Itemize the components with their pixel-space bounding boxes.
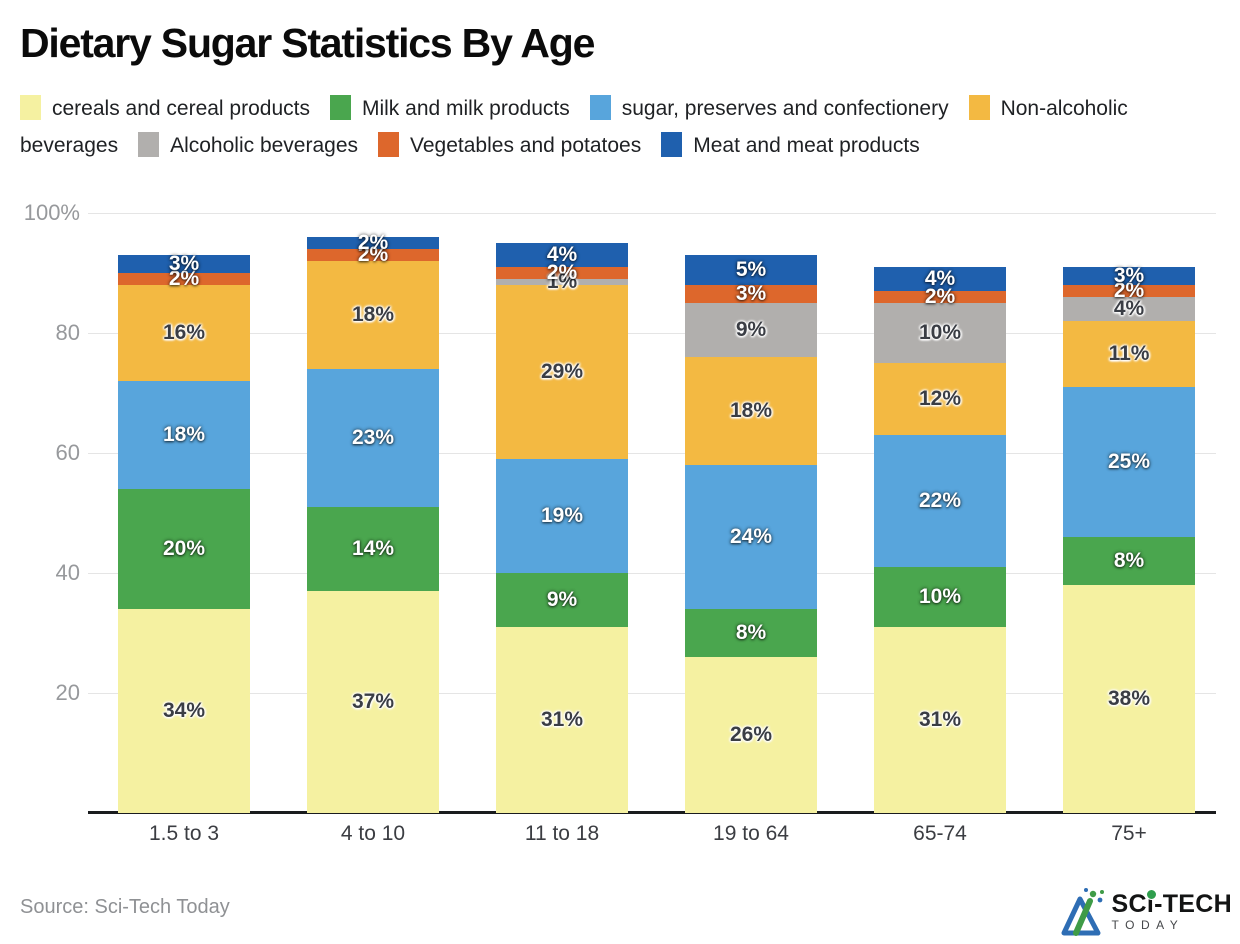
scitech-logo: SCi -TECH TODAY bbox=[1061, 886, 1232, 936]
legend-label: Meat and meat products bbox=[693, 134, 920, 157]
x-axis-category-label: 1.5 to 3 bbox=[148, 822, 220, 845]
legend-item: sugar, preserves and confectionery bbox=[589, 95, 949, 120]
legend: cereals and cereal products Milk and milk… bbox=[20, 90, 1224, 164]
legend-item: Vegetables and potatoes bbox=[378, 132, 642, 157]
bar-segment bbox=[496, 243, 628, 267]
flask-icon bbox=[1061, 888, 1104, 936]
legend-item: cereals and cereal products bbox=[20, 95, 310, 120]
legend-swatch-icon bbox=[661, 132, 683, 157]
bar-segment bbox=[685, 465, 817, 609]
logo-check-icon bbox=[1145, 888, 1157, 900]
bar-segment bbox=[496, 285, 628, 459]
y-axis-tick-label: 80 bbox=[55, 320, 80, 345]
legend-swatch-icon bbox=[20, 95, 41, 120]
gridline bbox=[88, 333, 1216, 334]
bar-segment bbox=[685, 609, 817, 657]
bar-segment bbox=[685, 357, 817, 465]
y-axis-tick-label: 40 bbox=[55, 560, 80, 585]
bar-segment bbox=[496, 459, 628, 573]
legend-item: Non-alcoholic beverages bbox=[20, 95, 1128, 157]
y-axis-tick-label: 20 bbox=[55, 680, 80, 705]
legend-item: Alcoholic beverages bbox=[138, 132, 359, 157]
bar-segment bbox=[874, 363, 1006, 435]
bar-segment bbox=[496, 279, 628, 285]
x-axis-category-label: 19 to 64 bbox=[713, 822, 789, 845]
bar-segment bbox=[496, 267, 628, 279]
bar-segment bbox=[118, 489, 250, 609]
bar-segment bbox=[1063, 267, 1195, 285]
bar-segment bbox=[118, 381, 250, 489]
bar-segment bbox=[685, 303, 817, 357]
bar-segment bbox=[1063, 297, 1195, 321]
bar-segment bbox=[874, 435, 1006, 567]
x-axis-category-label: 4 to 10 bbox=[340, 822, 406, 845]
x-axis-category-label: 65-74 bbox=[913, 822, 967, 845]
gridline bbox=[88, 693, 1216, 694]
bar-segment bbox=[307, 507, 439, 591]
gridline bbox=[88, 573, 1216, 574]
bar-segment bbox=[874, 303, 1006, 363]
legend-label: cereals and cereal products bbox=[52, 97, 310, 120]
gridline bbox=[88, 213, 1216, 214]
bar-segment bbox=[874, 627, 1006, 813]
x-axis-baseline bbox=[88, 811, 1216, 814]
y-axis-tick-label: 100% bbox=[23, 200, 80, 225]
bar-segment bbox=[118, 285, 250, 381]
bar-segment bbox=[1063, 537, 1195, 585]
bar-segment bbox=[496, 627, 628, 813]
legend-swatch-icon bbox=[378, 132, 400, 157]
logo-part-tech: -TECH bbox=[1154, 889, 1232, 918]
bar-segment bbox=[496, 573, 628, 627]
y-axis-tick-label: 60 bbox=[55, 440, 80, 465]
bar-segment bbox=[1063, 387, 1195, 537]
gridline bbox=[88, 453, 1216, 454]
bar-segment bbox=[874, 291, 1006, 303]
legend-swatch-icon bbox=[138, 132, 160, 157]
legend-label: Non-alcoholic beverages bbox=[20, 97, 1128, 157]
bar-segment bbox=[307, 261, 439, 369]
logo-wordmark: SCi -TECH bbox=[1111, 888, 1232, 918]
logo-part-sc: SC bbox=[1111, 889, 1147, 918]
bar-segment bbox=[307, 237, 439, 249]
bar-segment bbox=[307, 591, 439, 813]
bar-segment bbox=[118, 255, 250, 273]
bar-segment bbox=[307, 369, 439, 507]
logo-part-i: i bbox=[1146, 889, 1155, 918]
bar-segment bbox=[874, 567, 1006, 627]
bar-segment bbox=[118, 273, 250, 285]
legend-swatch-icon bbox=[329, 95, 351, 120]
legend-item: Meat and meat products bbox=[661, 132, 920, 157]
legend-item: Milk and milk products bbox=[329, 95, 570, 120]
bar-segment bbox=[685, 255, 817, 285]
legend-swatch-icon bbox=[589, 95, 611, 120]
chart-title: Dietary Sugar Statistics By Age bbox=[20, 20, 595, 66]
legend-label: Milk and milk products bbox=[361, 97, 570, 120]
logo-text: SCi -TECH TODAY bbox=[1111, 888, 1232, 932]
bar-segment bbox=[874, 267, 1006, 291]
bar-segment bbox=[1063, 321, 1195, 387]
bar-segment bbox=[118, 609, 250, 813]
x-axis-category-label: 11 to 18 bbox=[524, 822, 600, 845]
legend-label: Alcoholic beverages bbox=[170, 134, 359, 157]
legend-swatch-icon bbox=[968, 95, 990, 120]
bar-segment bbox=[685, 657, 817, 813]
legend-label: Vegetables and potatoes bbox=[410, 134, 642, 157]
x-axis-category-label: 75+ bbox=[1111, 822, 1147, 845]
bar-segment bbox=[307, 249, 439, 261]
logo-subtitle: TODAY bbox=[1111, 917, 1185, 932]
bar-segment bbox=[1063, 585, 1195, 813]
legend-label: sugar, preserves and confectionery bbox=[621, 97, 949, 120]
bar-segment bbox=[685, 285, 817, 303]
source-attribution: Source: Sci-Tech Today bbox=[20, 896, 230, 918]
bar-segment bbox=[1063, 285, 1195, 297]
